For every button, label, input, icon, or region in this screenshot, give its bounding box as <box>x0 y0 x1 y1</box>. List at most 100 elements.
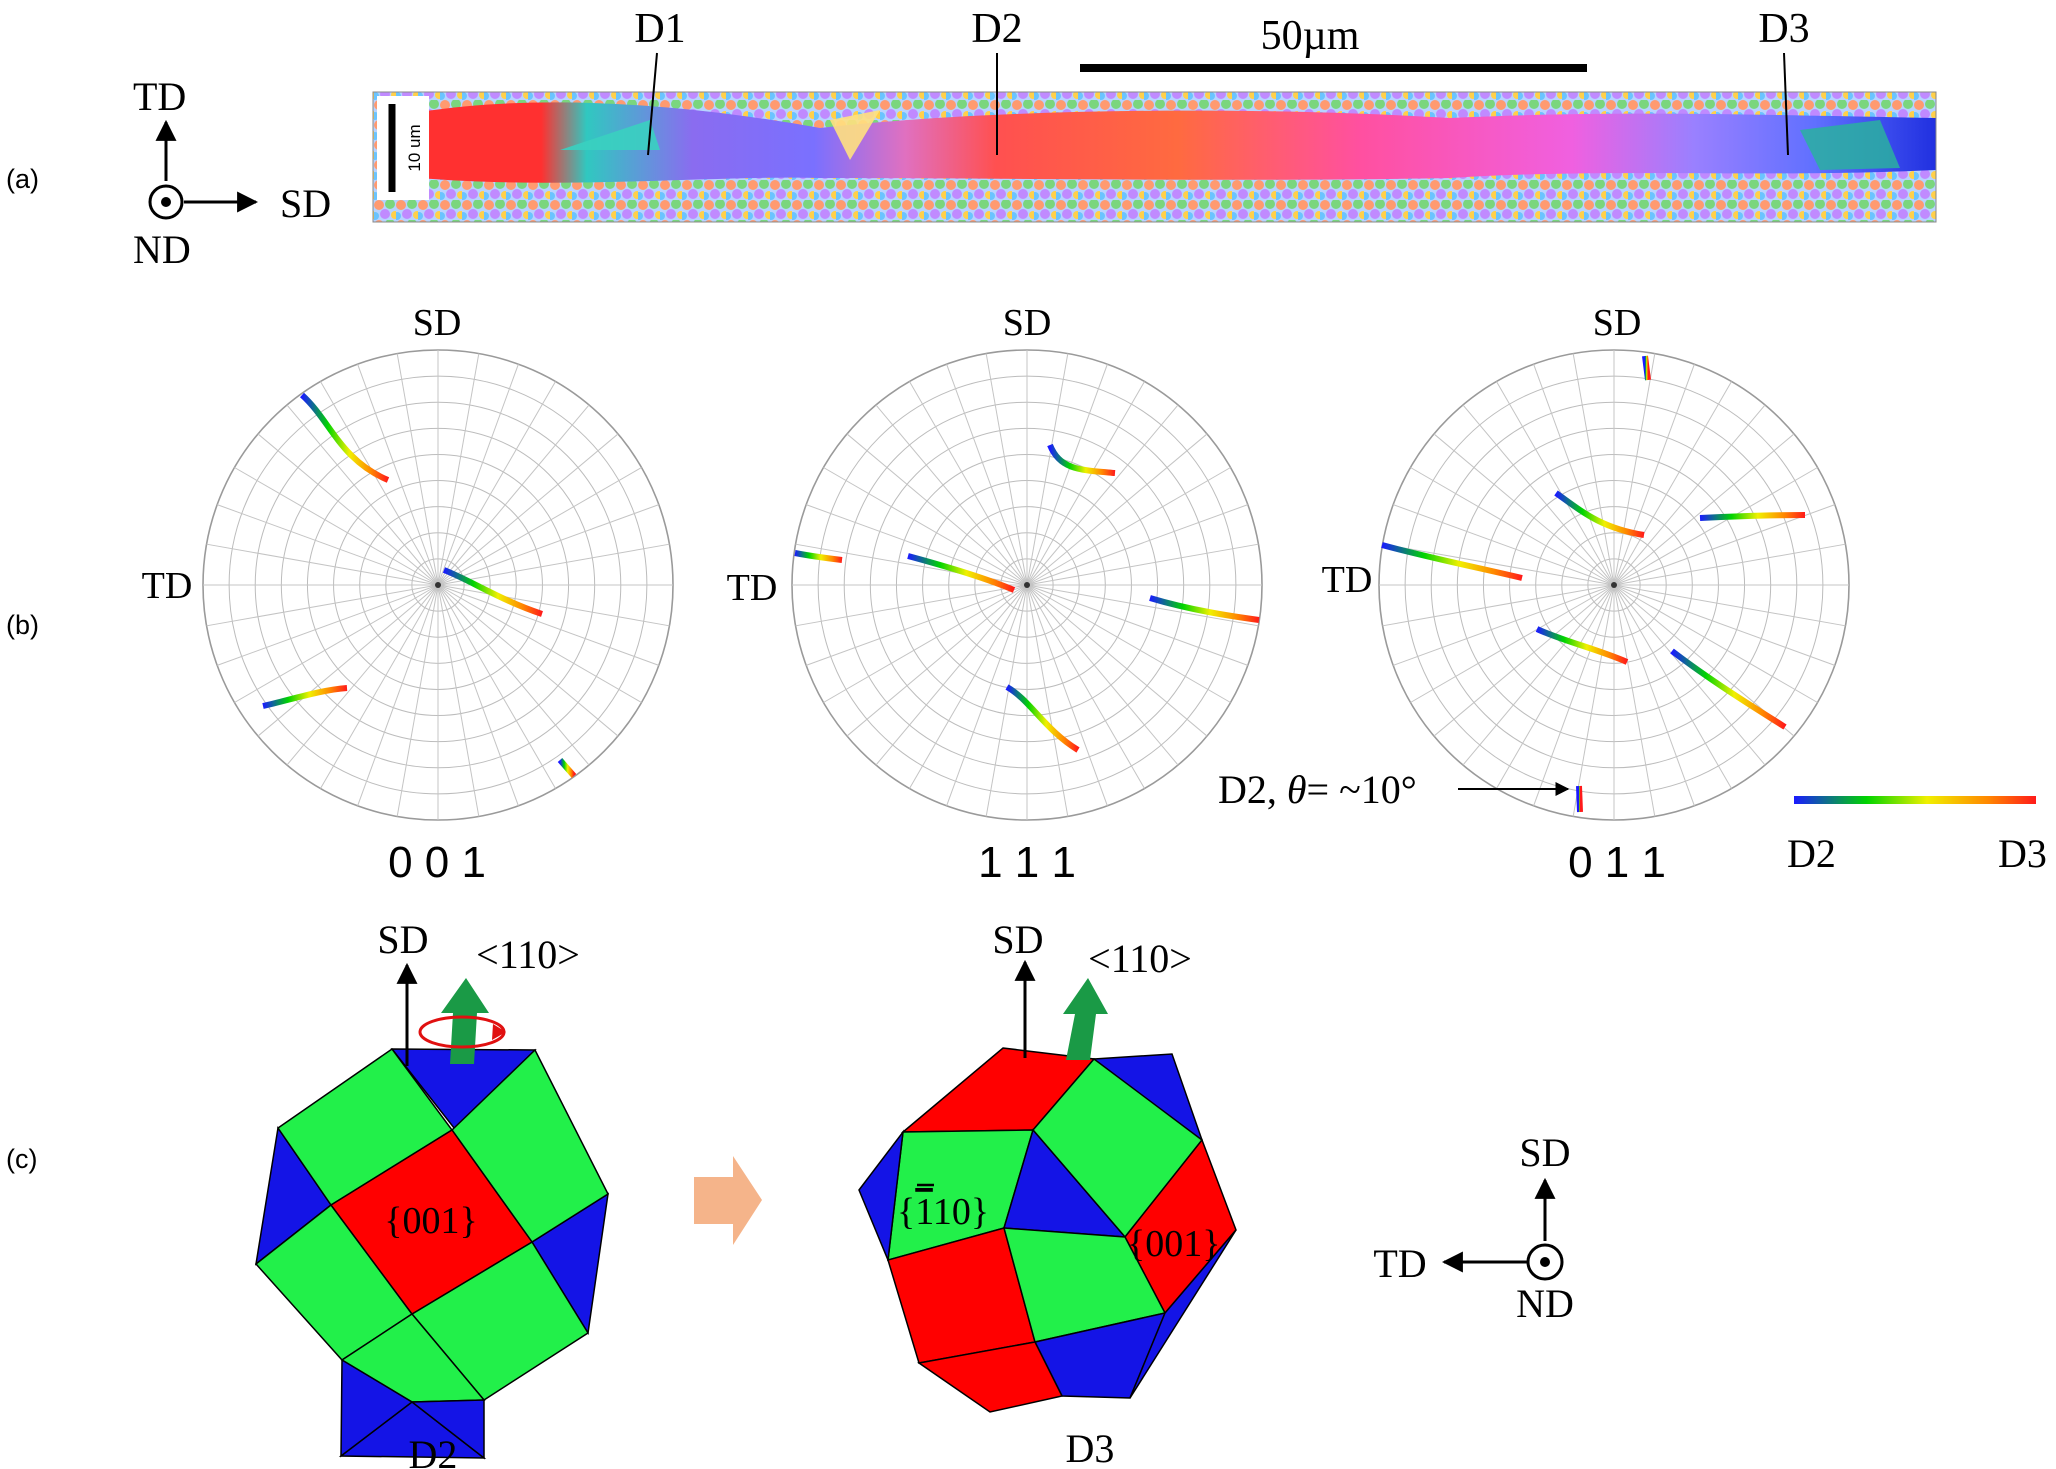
panel-label-c: (c) <box>6 1144 37 1174</box>
grid-spoke <box>806 504 1028 586</box>
nd-axis-label: ND <box>133 227 191 272</box>
grid-spoke <box>257 433 439 586</box>
grid-spoke <box>1026 584 1145 789</box>
grid-spoke <box>1382 543 1615 586</box>
trace <box>1381 542 1523 581</box>
td-axis-label: TD <box>133 74 186 119</box>
grid-spoke <box>1382 584 1615 627</box>
face <box>917 1341 1064 1413</box>
grid-spoke <box>437 404 590 586</box>
grid-spoke <box>1026 584 1248 666</box>
grid-spoke <box>1026 543 1259 586</box>
plane-label-bar110: {110} <box>897 1191 989 1233</box>
grid-spoke <box>234 467 439 586</box>
grid-spoke <box>806 584 1028 666</box>
grid-spoke <box>1613 404 1766 586</box>
transition-arrow <box>694 1156 762 1245</box>
grid-spoke <box>320 584 439 789</box>
grid-spoke <box>1026 504 1248 586</box>
pole-figure-sd-label: SD <box>1003 302 1052 344</box>
grid-center <box>435 582 441 588</box>
trace <box>1670 648 1787 730</box>
grid-spoke <box>1613 584 1766 766</box>
ebsd-markers: D1 D2 D3 <box>634 6 1810 156</box>
grid-spoke <box>257 584 439 737</box>
pole-figure-index-label: 0 0 1 <box>388 838 486 887</box>
scale-bar-label: 50µm <box>1261 13 1360 59</box>
ebsd-orientation-map: 10 um <box>372 91 1937 223</box>
pole-figure-grid <box>202 349 674 821</box>
grid-spoke <box>1393 504 1615 586</box>
grid-spoke <box>1433 584 1615 737</box>
grid-spoke <box>1613 364 1695 586</box>
grid-spoke <box>217 504 439 586</box>
grid-center <box>1024 582 1030 588</box>
grid-spoke <box>1613 353 1656 586</box>
direction-label: <110> <box>1088 936 1192 981</box>
grid-spoke <box>357 364 439 586</box>
grid-spoke <box>437 364 519 586</box>
color-bar: D2 D3 <box>1787 796 2047 876</box>
grid-spoke <box>795 584 1028 627</box>
grid-spoke <box>437 381 556 586</box>
grid-spoke <box>437 353 480 586</box>
trace <box>794 550 843 563</box>
grid-spoke <box>823 467 1028 586</box>
annotation-prefix: D2, <box>1218 767 1287 812</box>
grid-spoke <box>846 584 1028 737</box>
grid-spoke <box>1462 404 1615 586</box>
grid-spoke <box>946 364 1028 586</box>
grid-spoke <box>1533 364 1615 586</box>
crystal-sd-label: SD <box>377 917 428 962</box>
marker-d3: D3 <box>1758 6 1809 52</box>
grid-center <box>1611 582 1617 588</box>
grid-spoke <box>1026 584 1069 817</box>
grid-spoke <box>1613 584 1818 703</box>
trace <box>1642 355 1651 381</box>
grid-spoke <box>1496 584 1615 789</box>
grid-spoke <box>909 381 1028 586</box>
grid-spoke <box>823 584 1028 703</box>
grid-spoke <box>1613 584 1835 666</box>
grid-spoke <box>1410 584 1615 703</box>
grid-spoke <box>1026 584 1259 627</box>
grid-spoke <box>985 584 1028 817</box>
grid-spoke <box>286 404 439 586</box>
grid-spoke <box>1613 433 1795 586</box>
pole-figure-sd-label: SD <box>1593 302 1642 344</box>
grid-spoke <box>875 584 1028 766</box>
grid-spoke <box>875 404 1028 586</box>
trace <box>1535 626 1629 665</box>
svg-text:D2, θ= ~10°: D2, θ= ~10° <box>1218 767 1417 812</box>
grid-spoke <box>1410 467 1615 586</box>
grid-spoke <box>1572 584 1615 817</box>
grid-spoke <box>396 353 439 586</box>
pole-figure-td-label: TD <box>142 565 193 607</box>
scale-bar-50um: 50µm <box>1080 13 1587 72</box>
crystal-name-label: D3 <box>1066 1426 1115 1469</box>
color-bar-high-label: D3 <box>1998 831 2047 876</box>
marker-d1: D1 <box>634 6 685 52</box>
axes-triad-a: TD SD ND <box>133 74 331 272</box>
sd-axis-label: SD <box>280 181 331 226</box>
pole-figure-sd-label: SD <box>413 302 462 344</box>
plane-label-001: {001} <box>1127 1223 1220 1265</box>
trace <box>907 553 1016 593</box>
panel-label-b: (b) <box>6 610 39 640</box>
grid-spoke <box>437 584 642 703</box>
grid-spoke <box>437 543 670 586</box>
grid-spoke <box>909 584 1028 789</box>
trace <box>1149 595 1260 623</box>
grid-spoke <box>1613 584 1656 817</box>
grid-spoke <box>1026 467 1231 586</box>
inner-scale-label: 10 um <box>405 124 424 171</box>
grid-spoke <box>1613 504 1835 586</box>
face <box>329 1128 534 1315</box>
grid-spoke <box>320 381 439 586</box>
marker-d2: D2 <box>971 6 1022 52</box>
grid-spoke <box>846 433 1028 586</box>
grid-spoke <box>1613 584 1695 806</box>
grid-spoke <box>1433 433 1615 586</box>
color-bar-low-label: D2 <box>1787 831 1836 876</box>
grid-spoke <box>946 584 1028 806</box>
